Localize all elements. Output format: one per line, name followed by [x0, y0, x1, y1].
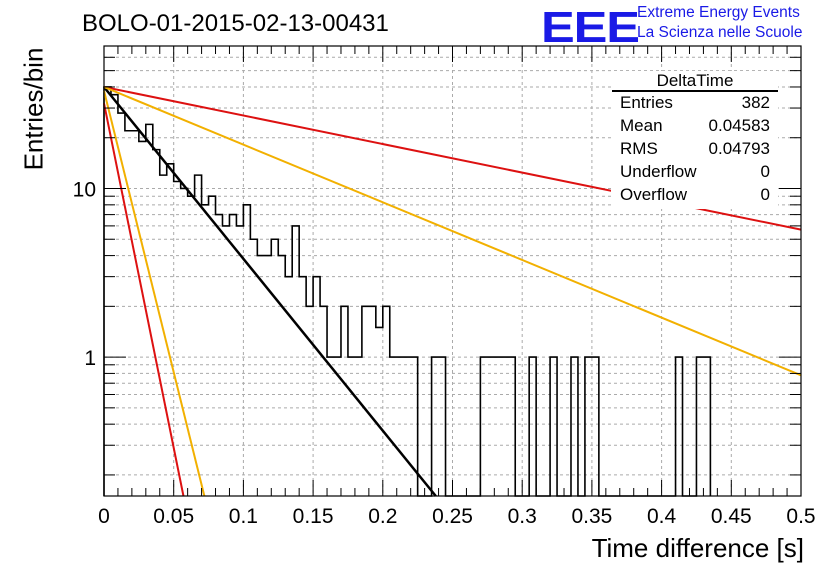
stats-value: 0: [760, 162, 770, 181]
x-tick-label: 0.2: [368, 505, 397, 528]
chart-title: BOLO-01-2015-02-13-00431: [82, 10, 389, 37]
stats-box: DeltaTime Entries 382 Mean 0.04583 RMS 0…: [611, 71, 778, 209]
x-tick-label: 0: [98, 505, 110, 528]
logo-line-2: La Scienza nelle Scuole: [637, 24, 803, 41]
histogram: [103, 86, 712, 497]
stats-value: 382: [741, 93, 770, 112]
x-tick-label: 0.25: [432, 505, 473, 528]
x-tick-label: 0.05: [153, 505, 194, 528]
stats-value: 0: [760, 185, 770, 204]
stats-value: 0.04793: [708, 139, 770, 158]
y-tick-label: 1: [84, 347, 96, 370]
logo-line-1: Extreme Energy Events: [637, 4, 800, 21]
x-tick-label: 0.1: [229, 505, 258, 528]
stats-title: DeltaTime: [656, 71, 734, 90]
x-tick-label: 0.4: [647, 505, 677, 528]
x-axis-label: Time difference [s]: [591, 533, 804, 563]
x-tick-label: 0.15: [293, 505, 334, 528]
y-tick-label: 10: [73, 178, 96, 201]
x-tick-label: 0.5: [786, 505, 815, 528]
fit-line-2: [103, 103, 185, 497]
tick-labels: 0 0.05 0.1 0.15 0.2 0.25 0.3 0.35 0.4 0.45 0.5 1 10: [73, 178, 816, 528]
stats-divider: [612, 90, 778, 92]
eee-logo: EEE: [541, 3, 640, 52]
fit-line-4: [103, 90, 206, 497]
x-tick-label: 0.35: [571, 505, 612, 528]
axis-ticks: [103, 45, 802, 496]
y-axis-label: Entries/bin: [18, 47, 49, 171]
histogram-outline: [103, 86, 712, 497]
x-tick-label: 0.45: [711, 505, 752, 528]
stats-label: Entries: [620, 93, 673, 112]
x-tick-label: 0.3: [508, 505, 537, 528]
stats-label: Mean: [620, 116, 663, 135]
fit-line-0: [103, 86, 437, 497]
grid-lines: [104, 46, 801, 496]
fit-line-3: [103, 86, 802, 377]
stats-value: 0.04583: [708, 116, 770, 135]
stats-label: Overflow: [620, 185, 688, 204]
stats-label: RMS: [620, 139, 658, 158]
stats-label: Underflow: [620, 162, 697, 181]
